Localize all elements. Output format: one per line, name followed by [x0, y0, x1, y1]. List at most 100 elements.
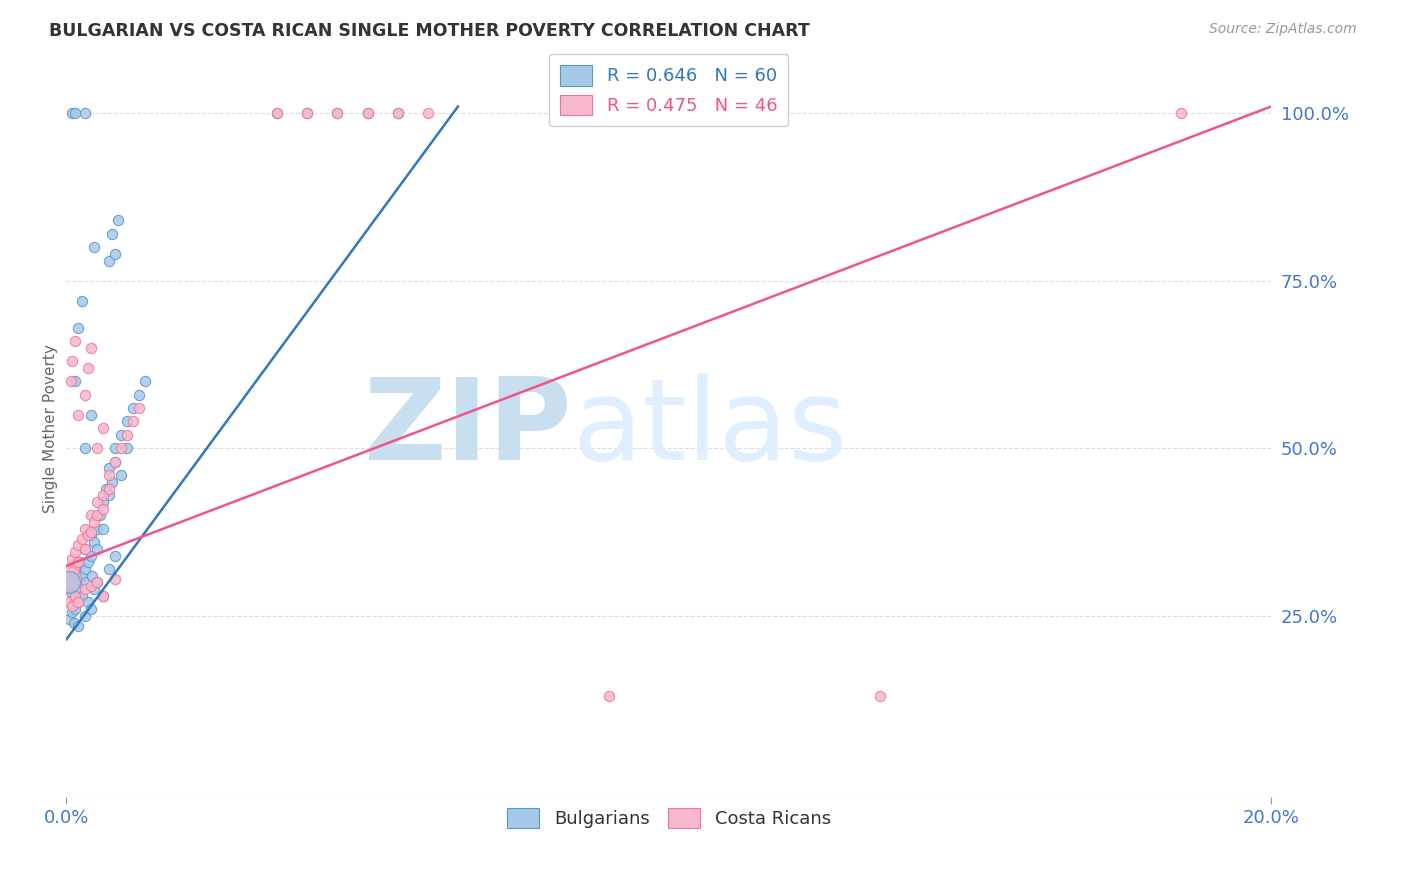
Point — [107, 213, 129, 227]
Point — [58, 572, 80, 586]
Point — [266, 106, 288, 120]
Text: ZIP: ZIP — [364, 373, 572, 483]
Point — [326, 106, 349, 120]
Point — [60, 374, 83, 388]
Point — [91, 589, 114, 603]
Point — [104, 455, 127, 469]
Point — [266, 106, 288, 120]
Point — [79, 528, 101, 542]
Point — [65, 589, 87, 603]
Point — [91, 421, 114, 435]
Point — [62, 592, 84, 607]
Point — [598, 690, 620, 704]
Point — [110, 442, 132, 456]
Point — [94, 482, 117, 496]
Point — [86, 575, 108, 590]
Text: Source: ZipAtlas.com: Source: ZipAtlas.com — [1209, 22, 1357, 37]
Point — [297, 106, 319, 120]
Point — [121, 415, 143, 429]
Point — [67, 320, 90, 334]
Text: atlas: atlas — [572, 373, 848, 483]
Point — [104, 455, 127, 469]
Point — [86, 541, 108, 556]
Point — [65, 602, 87, 616]
Point — [86, 442, 108, 456]
Point — [91, 495, 114, 509]
Point — [67, 595, 90, 609]
Point — [67, 555, 90, 569]
Point — [65, 568, 87, 582]
Point — [97, 461, 120, 475]
Point — [67, 582, 90, 596]
Legend: Bulgarians, Costa Ricans: Bulgarians, Costa Ricans — [499, 800, 838, 836]
Point — [58, 612, 80, 626]
Point — [1170, 106, 1192, 120]
Point — [62, 562, 84, 576]
Point — [58, 575, 80, 590]
Point — [121, 401, 143, 415]
Point — [76, 555, 98, 569]
Point — [79, 341, 101, 355]
Point — [70, 532, 93, 546]
Point — [128, 387, 150, 401]
Point — [326, 106, 349, 120]
Point — [79, 549, 101, 563]
Point — [89, 508, 111, 523]
Point — [97, 482, 120, 496]
Point — [86, 522, 108, 536]
Point — [62, 572, 84, 586]
Point — [97, 562, 120, 576]
Point — [104, 442, 127, 456]
Point — [79, 508, 101, 523]
Point — [70, 589, 93, 603]
Point — [83, 515, 105, 529]
Point — [76, 528, 98, 542]
Point — [73, 562, 96, 576]
Point — [69, 555, 91, 569]
Point — [65, 106, 87, 120]
Point — [91, 522, 114, 536]
Point — [67, 619, 90, 633]
Point — [115, 442, 138, 456]
Point — [62, 606, 84, 620]
Point — [75, 575, 97, 590]
Point — [97, 253, 120, 268]
Point — [62, 354, 84, 368]
Point — [73, 387, 96, 401]
Point — [416, 106, 439, 120]
Point — [73, 541, 96, 556]
Point — [58, 562, 80, 576]
Point — [70, 568, 93, 582]
Point — [115, 428, 138, 442]
Point — [58, 595, 80, 609]
Point — [70, 293, 93, 308]
Point — [86, 495, 108, 509]
Point — [62, 599, 84, 613]
Point — [110, 468, 132, 483]
Point — [83, 240, 105, 254]
Point — [65, 545, 87, 559]
Point — [869, 690, 891, 704]
Text: BULGARIAN VS COSTA RICAN SINGLE MOTHER POVERTY CORRELATION CHART: BULGARIAN VS COSTA RICAN SINGLE MOTHER P… — [49, 22, 810, 40]
Point — [60, 585, 83, 599]
Point — [134, 374, 156, 388]
Point — [356, 106, 378, 120]
Point — [62, 575, 84, 590]
Point — [67, 408, 90, 422]
Point — [83, 535, 105, 549]
Point — [73, 106, 96, 120]
Point — [76, 595, 98, 609]
Point — [80, 568, 103, 582]
Point — [387, 106, 409, 120]
Point — [100, 227, 122, 241]
Point — [104, 549, 127, 563]
Point — [97, 488, 120, 502]
Point — [104, 247, 127, 261]
Point — [356, 106, 378, 120]
Point — [58, 579, 80, 593]
Point — [91, 589, 114, 603]
Point — [86, 508, 108, 523]
Point — [73, 522, 96, 536]
Point — [86, 575, 108, 590]
Point — [115, 415, 138, 429]
